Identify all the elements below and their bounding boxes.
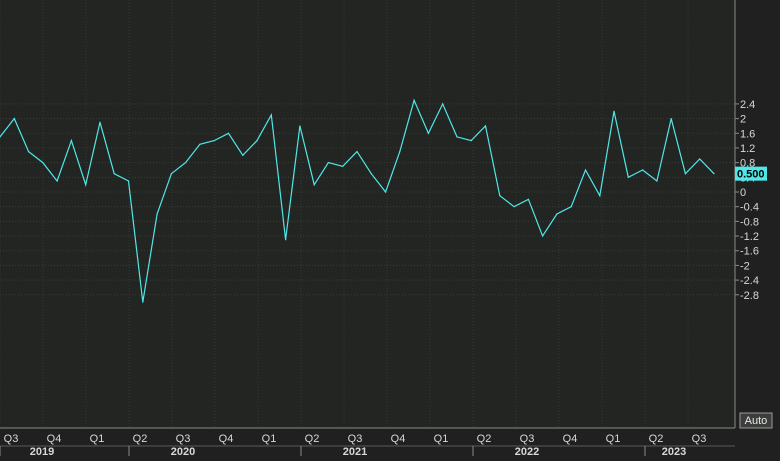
data-point [542,235,544,237]
series-line-layer [0,98,715,303]
x-quarter-label: Q1 [90,433,105,445]
data-point [199,143,201,145]
data-point [227,132,230,134]
data-point [484,125,487,127]
data-point [242,154,244,156]
data-point [56,180,58,182]
x-quarter-label: Q1 [606,433,621,445]
x-quarter-label: Q2 [305,433,320,445]
data-point [170,173,172,175]
data-point [185,162,187,164]
data-point [399,151,401,153]
data-point [470,140,472,142]
data-point [113,173,115,175]
overlay: 0.500 Auto [735,166,773,429]
data-point [299,125,301,127]
data-point [413,99,415,101]
data-point [713,173,715,175]
x-quarter-label: Q2 [649,433,664,445]
plot-area [0,0,735,428]
x-quarter-label: Q2 [477,433,492,445]
x-axis: Q3 Q4 Q1 Q2 Q3 Q4 Q1 Q2 Q3 Q4 Q1 Q2 Q3 Q4 Q1 Q2 Q3 2019 20… [0,427,735,458]
y-tick-label: -2.8 [740,290,759,302]
y-tick-label: -0.4 [740,202,759,214]
auto-scale-button[interactable] [739,412,773,429]
y-tick-label: 0 [740,187,746,199]
data-point [527,198,529,200]
x-quarter-label: Q4 [219,433,234,445]
data-point [627,176,629,178]
data-point [256,140,258,142]
y-tick-label: -1.6 [740,246,759,258]
y-tick-label: 2.4 [740,99,755,111]
y-tick-label: -1.2 [740,231,759,243]
data-point [99,121,101,123]
data-point [342,165,344,167]
x-quarter-label: Q3 [520,433,535,445]
x-quarter-label: Q3 [176,433,191,445]
data-point [356,151,358,153]
y-tick-label: -2 [740,260,750,272]
y-tick-label: 1.6 [740,128,755,140]
data-point [0,136,1,138]
x-quarter-label: Q1 [262,433,277,445]
data-point [613,110,615,112]
auto-scale-label[interactable]: Auto [745,415,768,427]
data-point [642,169,644,171]
data-point [285,239,287,241]
x-quarter-label: Q4 [391,433,406,445]
data-point [13,118,15,120]
x-quarter-label: Q4 [47,433,62,445]
last-value-badge [735,166,767,181]
data-point [599,195,601,197]
data-point [85,184,87,186]
data-point [127,180,130,182]
data-point [584,169,587,171]
x-quarter-label: Q3 [692,433,707,445]
y-tick-label: 2 [740,114,746,126]
data-point [699,158,701,160]
data-point [442,103,444,105]
data-point [213,140,215,142]
data-point [42,162,44,164]
y-tick-label: -0.8 [740,216,759,228]
x-quarter-label: Q1 [434,433,449,445]
data-point [456,136,458,138]
x-quarter-label: Q3 [348,433,363,445]
x-quarter-label: Q3 [4,433,19,445]
data-point [670,118,672,120]
data-point [313,184,315,186]
data-point [142,301,144,303]
last-value-label: 0.500 [737,169,765,181]
y-axis: 2.421.61.20.80.40-0.4-0.8-1.2-1.6-2-2.4-… [734,0,759,428]
data-point [270,114,272,116]
data-point [70,140,72,142]
y-tick-label: -2.4 [740,275,759,287]
x-year-label: 2020 [171,446,195,456]
x-quarter-label: Q2 [133,433,148,445]
x-quarter-label: Q4 [563,433,578,445]
data-point [370,173,372,175]
y-tick-label: 0.8 [740,158,755,170]
data-point [156,213,158,215]
data-point [513,206,515,208]
data-point [327,162,330,164]
data-point [656,180,658,182]
x-year-label: 2023 [662,446,686,456]
y-tick-label: 1.2 [740,143,755,155]
data-point [684,173,687,175]
data-point [427,132,429,134]
x-year-label: 2019 [30,446,54,456]
x-year-label: 2021 [343,446,367,456]
x-year-label: 2022 [515,446,539,456]
data-point [570,206,572,208]
grid [0,0,735,428]
data-point [556,213,558,215]
data-point [27,151,30,153]
data-point [384,191,387,193]
data-point [499,195,501,197]
